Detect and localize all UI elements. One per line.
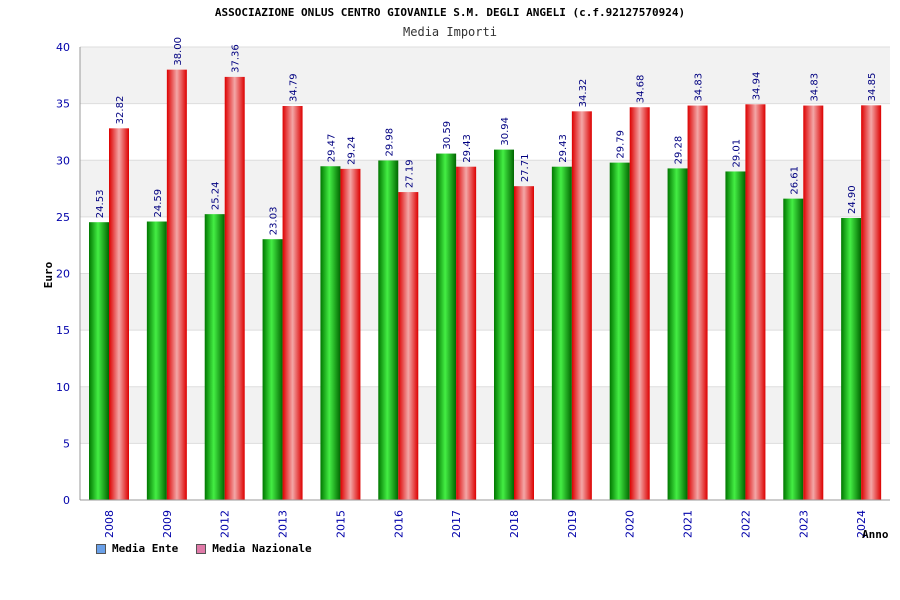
x-tick-label: 2016	[392, 510, 405, 538]
bar-media-ente	[204, 214, 225, 501]
plot-band	[80, 273, 890, 331]
bar-media-nazionale	[629, 107, 650, 501]
bar-value-label: 25.24	[211, 182, 222, 211]
bar-value-label: 34.83	[809, 73, 820, 102]
bar-value-label: 38.00	[173, 37, 184, 66]
bar-media-nazionale	[571, 111, 592, 501]
bar-media-ente	[262, 239, 283, 501]
bar-value-label: 32.82	[115, 96, 126, 125]
bar-media-ente	[436, 153, 457, 501]
bar-value-label: 34.85	[867, 73, 878, 102]
x-tick-label: 2013	[277, 510, 290, 538]
bar-media-ente	[378, 160, 399, 500]
bar-value-label: 29.01	[731, 139, 742, 168]
bar-value-label: 29.79	[616, 130, 627, 159]
bar-media-nazionale	[166, 69, 187, 501]
bar-media-ente	[146, 221, 167, 500]
y-tick-label: 20	[56, 268, 70, 281]
x-tick-label: 2021	[682, 510, 695, 538]
x-tick-label: 2018	[508, 510, 521, 538]
chart-title: ASSOCIAZIONE ONLUS CENTRO GIOVANILE S.M.…	[214, 6, 686, 19]
bar-value-label: 34.68	[636, 75, 647, 104]
bar-media-ente	[783, 198, 804, 500]
bar-media-nazionale	[340, 168, 361, 500]
bar-media-ente	[609, 162, 630, 501]
bar-media-nazionale	[861, 105, 882, 500]
bar-media-ente	[89, 222, 109, 500]
bar-media-nazionale	[109, 128, 129, 500]
legend-item-nazionale: Media Nazionale	[196, 542, 312, 555]
legend-swatch-ente	[96, 543, 106, 554]
y-tick-label: 0	[63, 494, 70, 507]
bar-value-label: 29.43	[558, 134, 569, 163]
y-tick-label: 10	[56, 381, 70, 394]
bar-value-label: 27.71	[520, 154, 531, 183]
x-tick-label: 2019	[566, 510, 579, 538]
x-tick-label: 2020	[624, 510, 637, 538]
bar-value-label: 29.98	[384, 128, 395, 157]
x-tick-label: 2017	[450, 510, 463, 538]
bar-value-label: 34.32	[578, 79, 589, 108]
bar-media-ente	[841, 218, 862, 500]
bar-media-ente	[667, 168, 688, 501]
y-tick-label: 30	[56, 154, 70, 167]
bar-value-label: 29.43	[462, 134, 473, 163]
y-tick-label: 15	[56, 324, 70, 337]
bar-media-nazionale	[803, 105, 824, 501]
bar-media-nazionale	[514, 186, 534, 500]
bar-value-label: 34.94	[751, 72, 762, 101]
legend-swatch-nazionale	[196, 543, 207, 554]
bar-value-label: 29.47	[326, 134, 337, 163]
bar-value-label: 29.28	[674, 136, 685, 165]
bar-media-nazionale	[282, 106, 303, 501]
bar-media-nazionale	[224, 76, 245, 500]
chart-subtitle: Media Importi	[403, 25, 497, 39]
bar-value-label: 30.59	[442, 121, 453, 150]
bar-value-label: 23.03	[269, 207, 280, 236]
bar-media-ente	[551, 166, 572, 500]
bar-value-label: 30.94	[500, 117, 511, 146]
x-tick-label: 2015	[334, 510, 347, 538]
x-tick-label: 2012	[219, 510, 232, 538]
bar-value-label: 34.79	[289, 73, 300, 102]
bar-value-label: 37.36	[231, 44, 242, 73]
bar-media-nazionale	[456, 166, 477, 500]
bar-value-label: 24.59	[153, 189, 164, 218]
plot-band	[80, 160, 890, 217]
x-tick-label: 2022	[739, 510, 752, 538]
chart-legend: Media Ente Media Nazionale	[96, 542, 312, 555]
y-tick-label: 40	[56, 41, 70, 54]
bar-media-nazionale	[398, 192, 419, 501]
bar-media-ente	[320, 166, 341, 500]
y-tick-label: 5	[63, 437, 70, 450]
plot-band	[80, 386, 890, 444]
bar-media-nazionale	[687, 105, 708, 501]
y-axis-label: Euro	[42, 261, 55, 288]
bar-media-nazionale	[745, 104, 766, 500]
bar-value-label: 24.53	[95, 190, 106, 219]
x-tick-label: 2023	[797, 510, 810, 538]
x-axis-label: Anno	[862, 528, 889, 541]
bar-media-ente	[725, 171, 746, 501]
bar-media-ente	[494, 149, 514, 501]
legend-item-ente: Media Ente	[96, 542, 178, 555]
x-tick-label: 2009	[161, 510, 174, 538]
y-tick-label: 35	[56, 98, 70, 111]
bar-value-label: 27.19	[404, 159, 415, 188]
legend-label-ente: Media Ente	[112, 542, 179, 555]
x-tick-label: 2008	[103, 510, 116, 538]
plot-band	[80, 47, 890, 104]
bar-value-label: 34.83	[694, 73, 705, 102]
bar-value-label: 24.90	[847, 185, 858, 214]
legend-label-nazionale: Media Nazionale	[212, 542, 312, 555]
y-tick-label: 25	[56, 211, 70, 224]
bar-value-label: 29.24	[346, 136, 357, 165]
x-tick-label: 2024	[855, 510, 868, 538]
bar-value-label: 26.61	[789, 166, 800, 195]
